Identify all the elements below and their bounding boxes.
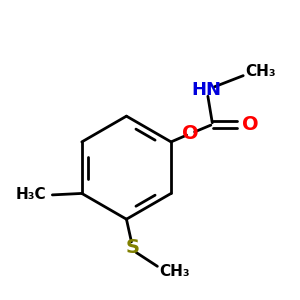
Text: O: O [182, 124, 199, 143]
Text: HN: HN [191, 81, 221, 99]
Text: CH₃: CH₃ [159, 264, 190, 279]
Text: H₃C: H₃C [16, 188, 46, 202]
Text: CH₃: CH₃ [245, 64, 276, 79]
Text: S: S [125, 238, 139, 257]
Text: O: O [242, 115, 258, 134]
